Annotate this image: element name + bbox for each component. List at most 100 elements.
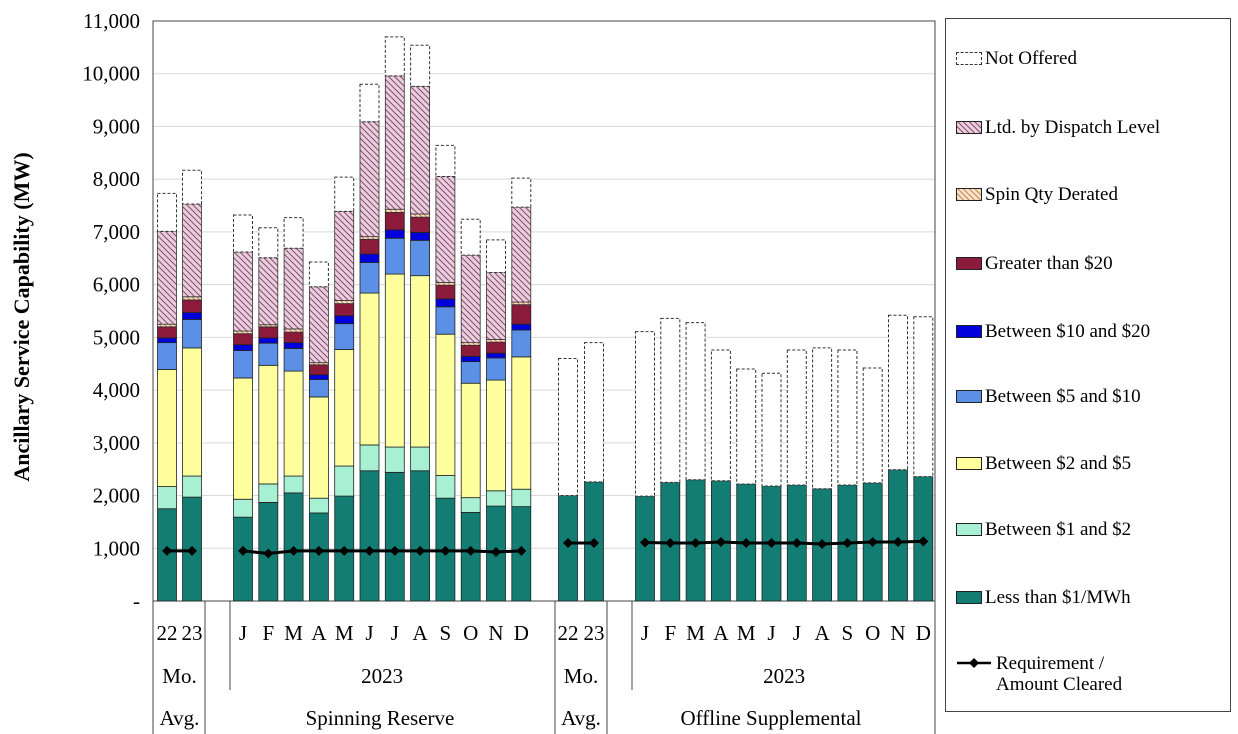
requirement-marker <box>893 536 903 547</box>
bar-segment-offline-2-less-than-1-mwh <box>635 495 655 602</box>
bar-segment-spin-9-between-5-and-10 <box>410 239 431 277</box>
swatch-lt-1 <box>956 591 982 604</box>
bar-segment-spin-2-between-5-and-10 <box>233 350 253 379</box>
bar-segment-spin-12-ltd-by-dispatch-level <box>486 272 506 340</box>
bar-segment-spin-5-less-than-1-mwh <box>308 512 329 602</box>
bar-segment-spin-2-between-1-and-2 <box>233 498 253 518</box>
legend-label: Ltd. by Dispatch Level <box>985 117 1161 138</box>
bar-segment-spin-0-ltd-by-dispatch-level <box>157 230 177 325</box>
x-tick-label: J <box>641 621 649 645</box>
bar-segment-spin-1-greater-than-20 <box>182 299 202 313</box>
bar-segment-spin-6-ltd-by-dispatch-level <box>334 210 355 301</box>
avg-label-bottom: Avg. <box>160 706 200 730</box>
bar-segment-spin-6-between-2-and-5 <box>334 349 355 467</box>
bar-segment-spin-8-between-10-and-20 <box>384 229 405 239</box>
bar-segment-spin-6-spin-qty-derated <box>334 300 355 305</box>
bar-segment-offline-1-not-offered <box>584 342 604 483</box>
swatch-spin-derated <box>956 188 982 201</box>
legend-label: Between $10 and $20 <box>985 321 1151 342</box>
bar-segment-spin-4-spin-qty-derated <box>283 328 304 333</box>
legend-item-5-10: Between $5 and $10 <box>956 386 1141 407</box>
plot-frame <box>152 20 936 602</box>
bar-segment-spin-2-between-10-and-20 <box>233 344 253 351</box>
legend-item-10-20: Between $10 and $20 <box>956 321 1150 342</box>
bar-segment-spin-6-between-10-and-20 <box>334 315 355 325</box>
requirement-marker <box>313 545 324 556</box>
x-tick-label: A <box>713 621 729 645</box>
bar-segment-spin-11-between-2-and-5 <box>460 382 481 499</box>
bar-segment-spin-10-greater-than-20 <box>435 284 456 300</box>
bar-segment-offline-5-not-offered <box>710 349 731 482</box>
legend-label: Greater than $20 <box>985 253 1113 274</box>
bar-segment-spin-9-between-1-and-2 <box>410 446 431 472</box>
bar-segment-spin-10-between-1-and-2 <box>435 475 456 499</box>
bar-segment-spin-8-ltd-by-dispatch-level <box>384 75 405 210</box>
bar-segment-spin-6-greater-than-20 <box>334 303 355 317</box>
requirement-marker <box>187 545 197 556</box>
y-tick-label: 7,000 <box>93 220 140 244</box>
requirement-marker <box>491 546 501 557</box>
requirement-marker <box>563 538 573 548</box>
x-tick-label: J <box>793 621 801 645</box>
legend-label-req-line2: Amount Cleared <box>996 674 1123 695</box>
bar-segment-spin-13-between-5-and-10 <box>511 329 532 358</box>
bar-segment-spin-1-between-5-and-10 <box>182 319 202 349</box>
x-tick-label: M <box>284 621 303 645</box>
y-tick-label: 1,000 <box>93 536 140 560</box>
year-label: 2023 <box>763 664 805 688</box>
x-tick-label: A <box>413 621 429 645</box>
x-tick-label: N <box>890 621 905 645</box>
bar-segment-spin-0-between-1-and-2 <box>157 486 177 510</box>
x-tick-label: M <box>737 621 756 645</box>
y-tick-label: 9,000 <box>93 114 140 138</box>
requirement-marker <box>263 548 274 559</box>
bar-segment-spin-8-greater-than-20 <box>384 211 405 231</box>
bar-segment-spin-6-between-5-and-10 <box>334 323 355 350</box>
bar-segment-spin-11-between-10-and-20 <box>460 355 481 363</box>
x-tick-label: D <box>916 621 931 645</box>
bar-segment-spin-6-between-1-and-2 <box>334 465 355 497</box>
bar-segment-spin-4-between-10-and-20 <box>283 342 304 349</box>
bar-segment-spin-0-greater-than-20 <box>157 326 177 339</box>
bar-segment-spin-7-greater-than-20 <box>359 238 380 255</box>
swatch-requirement <box>957 658 991 668</box>
x-tick-label: M <box>686 621 705 645</box>
bar-segment-spin-12-between-1-and-2 <box>486 490 506 507</box>
requirement-marker <box>842 538 853 548</box>
bar-segment-offline-0-less-than-1-mwh <box>558 495 578 602</box>
y-tick-label: 2,000 <box>93 484 140 508</box>
bar-segment-offline-12-less-than-1-mwh <box>888 469 908 602</box>
avg-label-top: Mo. <box>564 664 598 688</box>
bar-segment-spin-11-not-offered <box>460 218 481 256</box>
x-tick-label: M <box>335 621 354 645</box>
chart: - 1,000 2,000 3,000 4,000 5,000 6,000 7,000 8,00… <box>9 9 936 734</box>
y-tick-label: 6,000 <box>93 273 140 297</box>
legend-label: Between $5 and $10 <box>985 386 1141 407</box>
bar-segment-spin-2-less-than-1-mwh <box>233 516 253 602</box>
bar-segment-spin-8-less-than-1-mwh <box>384 471 405 602</box>
y-tick-label: 8,000 <box>93 167 140 191</box>
swatch-10-20 <box>956 325 982 338</box>
bar-segment-spin-4-greater-than-20 <box>283 331 304 344</box>
bar-segment-spin-11-ltd-by-dispatch-level <box>460 254 481 344</box>
x-tick-label: 23 <box>584 621 605 645</box>
bar-segment-spin-9-spin-qty-derated <box>410 213 431 218</box>
bar-segment-spin-5-between-5-and-10 <box>308 379 329 398</box>
x-tick-label: 22 <box>157 621 178 645</box>
y-axis-label: Ancillary Service Capability (MW) <box>9 152 34 481</box>
x-tick-label: S <box>842 621 854 645</box>
legend-label: Spin Qty Derated <box>985 184 1118 205</box>
requirement-marker <box>589 538 599 548</box>
legend-label: Less than $1/MWh <box>985 587 1131 608</box>
requirement-marker <box>791 538 802 548</box>
requirement-marker <box>162 545 172 556</box>
group-label-offline: Offline Supplemental <box>681 706 862 730</box>
y-tick-label: 4,000 <box>93 378 140 402</box>
bar-segment-spin-0-between-2-and-5 <box>157 369 177 487</box>
bar-segment-offline-3-not-offered <box>660 317 681 483</box>
requirement-marker <box>238 545 248 556</box>
requirement-marker <box>665 538 676 548</box>
x-tick-label: N <box>488 621 503 645</box>
legend: Not Offered Ltd. by Dispatch Level Spin … <box>945 18 1231 712</box>
x-tick-label: O <box>463 621 478 645</box>
